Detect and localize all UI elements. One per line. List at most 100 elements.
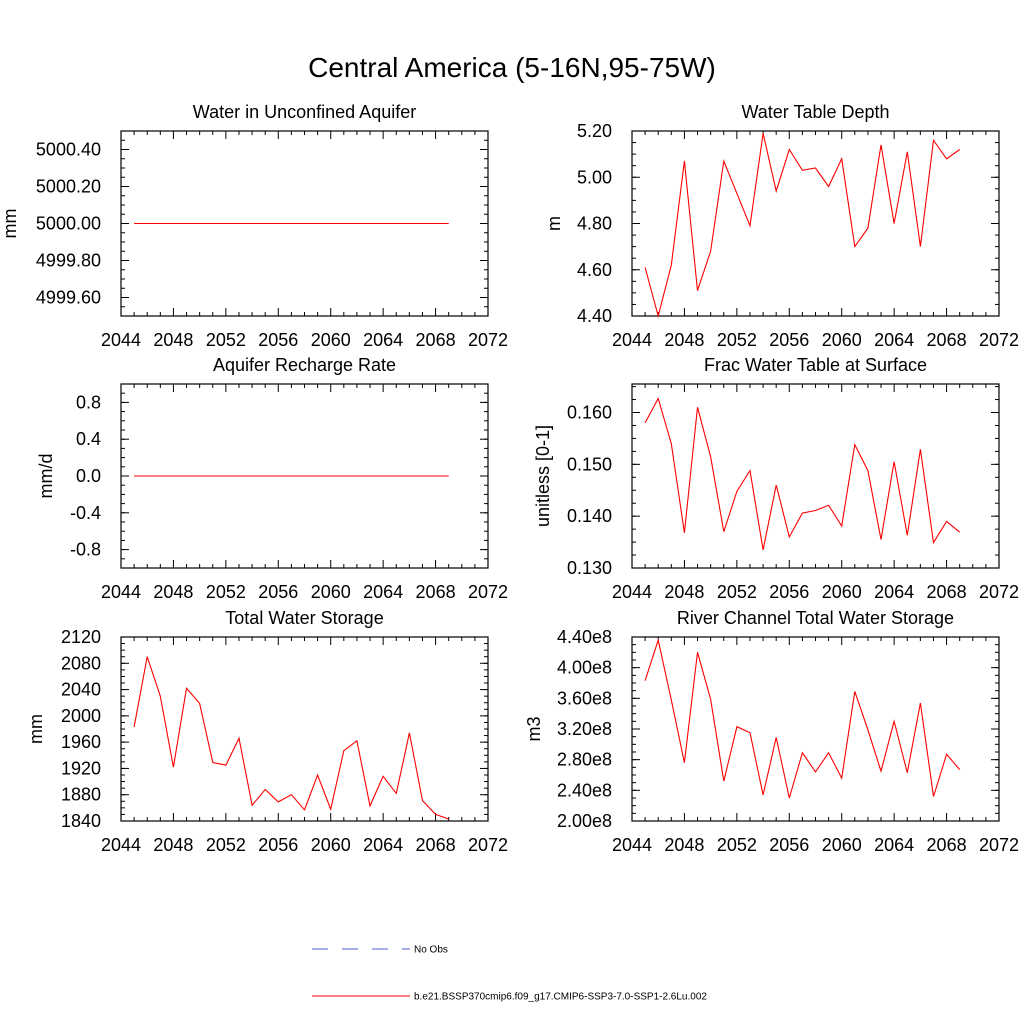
x-tick-label: 2056	[769, 582, 809, 602]
y-tick-label: 4.60	[577, 260, 612, 280]
y-tick-label: 2000	[61, 706, 101, 726]
x-tick-label: 2068	[927, 835, 967, 855]
x-tick-label: 2056	[258, 330, 298, 350]
y-tick-label: 4999.60	[36, 288, 101, 308]
x-tick-label: 2068	[927, 330, 967, 350]
x-tick-label: 2044	[612, 330, 652, 350]
x-tick-label: 2048	[664, 582, 704, 602]
plot-frame	[631, 636, 1000, 822]
x-tick-label: 2064	[874, 330, 914, 350]
y-tick-label: 4.00e8	[557, 658, 612, 678]
x-tick-label: 2056	[769, 330, 809, 350]
x-tick-label: 2052	[717, 835, 757, 855]
x-tick-label: 2052	[717, 582, 757, 602]
x-tick-label: 2060	[822, 582, 862, 602]
x-tick-label: 2056	[258, 582, 298, 602]
series-line	[644, 637, 961, 799]
y-tick-label: 0.150	[567, 454, 612, 474]
legend-label: b.e21.BSSP370cmip6.f09_g17.CMIP6-SSP3-7.…	[414, 992, 707, 1003]
x-tick-label: 2064	[363, 835, 403, 855]
panel-3: Aquifer Recharge Rate mm/d 2044 2048 2052 205…	[36, 355, 508, 602]
x-tick-label: 2060	[311, 835, 351, 855]
y-tick-label: 0.8	[76, 392, 101, 412]
x-tick-label: 2048	[664, 330, 704, 350]
figure-title: Central America (5-16N,95-75W)	[308, 52, 716, 83]
x-tick-label: 2072	[468, 835, 508, 855]
y-tick-label: 4.40	[577, 306, 612, 326]
x-tick-label: 2072	[468, 582, 508, 602]
legend-label: No Obs	[414, 945, 448, 956]
x-tick-label: 2068	[927, 582, 967, 602]
x-tick-label: 2044	[101, 582, 141, 602]
y-axis-label: unitless [0-1]	[533, 425, 553, 527]
x-tick-label: 2064	[363, 582, 403, 602]
y-tick-label: 1960	[61, 732, 101, 752]
x-tick-label: 2044	[612, 582, 652, 602]
x-tick-label: 2048	[153, 582, 193, 602]
y-tick-label: 2.00e8	[557, 811, 612, 831]
y-tick-label: 1920	[61, 758, 101, 778]
series-line	[133, 656, 449, 820]
y-tick-label: -0.4	[70, 503, 101, 523]
y-axis-label: mm	[0, 209, 20, 239]
y-tick-label: 2.80e8	[557, 750, 612, 770]
y-tick-label: -0.8	[70, 540, 101, 560]
y-tick-label: 0.0	[76, 466, 101, 486]
y-axis-label: mm/d	[36, 454, 56, 499]
y-tick-label: 0.130	[567, 558, 612, 578]
y-tick-label: 4.40e8	[557, 627, 612, 647]
x-tick-label: 2060	[822, 330, 862, 350]
x-tick-label: 2064	[363, 330, 403, 350]
panel-title: Total Water Storage	[225, 608, 383, 628]
x-tick-label: 2056	[769, 835, 809, 855]
y-axis-label: mm	[26, 714, 46, 744]
x-tick-label: 2068	[416, 582, 456, 602]
y-tick-label: 2.40e8	[557, 780, 612, 800]
y-tick-label: 2120	[61, 627, 101, 647]
x-tick-label: 2060	[311, 582, 351, 602]
y-tick-label: 5000.20	[36, 177, 101, 197]
series-line	[644, 397, 961, 551]
x-tick-label: 2072	[979, 330, 1019, 350]
y-tick-label: 5000.40	[36, 140, 101, 160]
y-axis-label: m	[544, 216, 564, 231]
y-tick-label: 5000.00	[36, 214, 101, 234]
y-tick-label: 0.140	[567, 506, 612, 526]
y-tick-label: 0.160	[567, 403, 612, 423]
panel-title: Water Table Depth	[741, 102, 889, 122]
x-tick-label: 2068	[416, 330, 456, 350]
legend: No Obs b.e21.BSSP370cmip6.f09_g17.CMIP6-S…	[312, 945, 707, 1003]
x-tick-label: 2064	[874, 582, 914, 602]
panel-1: Water in Unconfined Aquifer mm 2044 2048 205…	[0, 102, 508, 350]
x-tick-label: 2048	[153, 835, 193, 855]
plot-frame	[631, 383, 1000, 569]
y-tick-label: 5.20	[577, 121, 612, 141]
y-tick-label: 0.4	[76, 429, 101, 449]
x-tick-label: 2052	[717, 330, 757, 350]
x-tick-label: 2052	[206, 582, 246, 602]
y-tick-label: 3.60e8	[557, 688, 612, 708]
y-tick-label: 2040	[61, 680, 101, 700]
x-tick-label: 2052	[206, 330, 246, 350]
panel-title: Frac Water Table at Surface	[704, 355, 927, 375]
y-tick-label: 3.20e8	[557, 719, 612, 739]
panel-4: Frac Water Table at Surface unitless [0-1…	[533, 355, 1019, 602]
panel-title: Aquifer Recharge Rate	[213, 355, 396, 375]
panel-2: Water Table Depth m 2044 2048 2052 2056 2060 20…	[544, 102, 1019, 350]
x-tick-label: 2064	[874, 835, 914, 855]
y-axis-label: m3	[524, 716, 544, 741]
x-tick-label: 2060	[311, 330, 351, 350]
series-line	[644, 133, 961, 319]
x-tick-label: 2072	[979, 582, 1019, 602]
x-tick-label: 2044	[101, 330, 141, 350]
y-tick-label: 4.80	[577, 214, 612, 234]
panel-5: Total Water Storage mm 2044 2048 2052 2056 206…	[26, 608, 508, 855]
x-tick-label: 2044	[612, 835, 652, 855]
x-tick-label: 2044	[101, 835, 141, 855]
y-tick-label: 2080	[61, 653, 101, 673]
panel-title: Water in Unconfined Aquifer	[193, 102, 416, 122]
x-tick-label: 2048	[153, 330, 193, 350]
